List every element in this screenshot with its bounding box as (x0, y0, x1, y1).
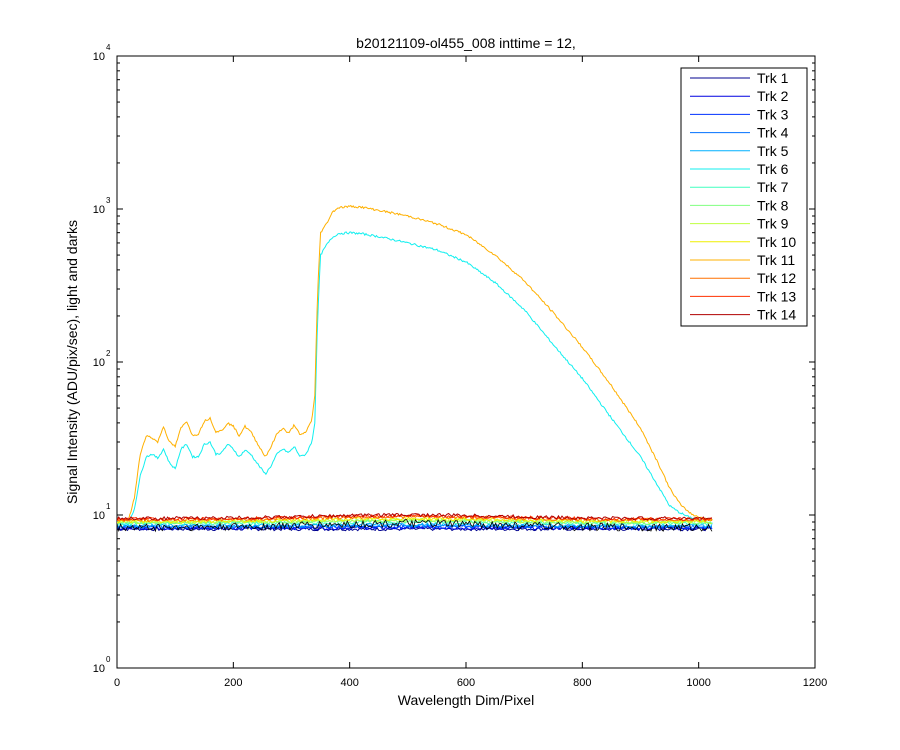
y-tick-exponent: 0 (106, 655, 111, 664)
x-tick-label: 0 (114, 677, 120, 689)
y-tick-label: 10 (93, 510, 105, 522)
legend-label: Trk 8 (757, 197, 789, 213)
legend-label: Trk 6 (757, 161, 789, 177)
series-line (117, 517, 713, 525)
series-line (117, 518, 713, 533)
series-line (117, 231, 713, 526)
legend-label: Trk 9 (757, 216, 789, 232)
legend-label: Trk 11 (757, 252, 795, 268)
x-tick-label: 200 (224, 677, 242, 689)
series-lines (117, 204, 713, 533)
legend-label: Trk 3 (757, 106, 789, 122)
x-tick-label: 1200 (803, 677, 827, 689)
series-line (117, 513, 713, 522)
legend-label: Trk 13 (757, 288, 796, 304)
chart-title: b20121109-ol455_008 inttime = 12, (356, 35, 576, 51)
y-tick-exponent: 1 (106, 502, 111, 511)
legend-label: Trk 14 (757, 307, 796, 323)
legend-label: Trk 7 (757, 179, 789, 195)
y-tick-exponent: 2 (106, 349, 111, 358)
legend-label: Trk 12 (757, 270, 796, 286)
y-axis-label: Signal Intensity (ADU/pix/sec), light an… (64, 220, 80, 504)
x-tick-label: 1000 (686, 677, 710, 689)
y-tick-exponent: 4 (106, 43, 111, 52)
legend-label: Trk 10 (757, 234, 796, 250)
y-tick-label: 10 (93, 51, 105, 63)
y-tick-exponent: 3 (106, 196, 111, 205)
x-axis-label: Wavelength Dim/Pixel (398, 692, 534, 708)
y-tick-label: 10 (93, 357, 105, 369)
y-tick-label: 10 (93, 204, 105, 216)
series-line (117, 204, 713, 522)
x-axis: 0 200 400 600 800 1000 1200 (114, 56, 827, 689)
legend: Trk 1 Trk 2 Trk 3 Trk 4 Trk 5 Trk 6 Trk 7 Trk 8… (680, 67, 808, 327)
series-line (117, 512, 713, 521)
legend-label: Trk 1 (757, 70, 789, 86)
x-tick-label: 400 (340, 677, 358, 689)
legend-label: Trk 4 (757, 125, 789, 141)
x-tick-label: 600 (457, 677, 475, 689)
legend-box (680, 67, 808, 327)
legend-label: Trk 5 (757, 143, 789, 159)
legend-label: Trk 2 (757, 88, 789, 104)
x-tick-label: 800 (573, 677, 591, 689)
y-tick-label: 10 (93, 663, 105, 675)
